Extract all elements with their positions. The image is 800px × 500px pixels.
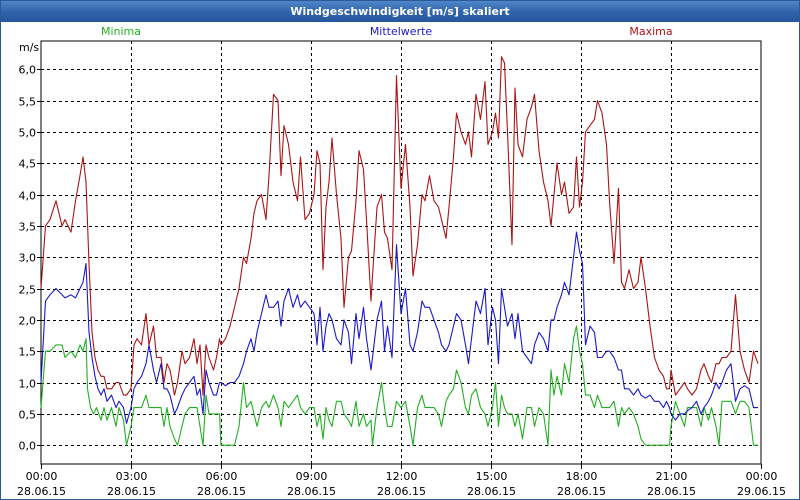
y-tick-label: 4,5: [19, 158, 37, 171]
x-tick-time-label: 09:00: [296, 470, 328, 483]
y-tick-label: 0,5: [19, 409, 37, 422]
series-line-mittelwerte: [40, 231, 758, 424]
series-line-maxima: [40, 56, 759, 396]
x-tick-time-label: 00:00: [746, 470, 778, 483]
x-tick-date-label: 28.06.15: [647, 485, 696, 498]
y-axis-label: m/s: [19, 41, 39, 54]
y-tick-label: 1,5: [19, 346, 37, 359]
y-tick-label: 3,0: [19, 252, 37, 265]
x-tick-date-label: 28.06.15: [107, 485, 156, 498]
x-tick-date-label: 28.06.15: [197, 485, 246, 498]
y-tick-label: 6,0: [19, 64, 37, 77]
x-tick-time-label: 06:00: [206, 470, 238, 483]
y-tick-label: 5,0: [19, 127, 37, 140]
x-tick-date-label: 28.06.15: [17, 485, 66, 498]
x-tick-time-label: 03:00: [116, 470, 148, 483]
chart-canvas: 0,0 0,5 1,0 1,5 2,0 2,5 3,0 3,5 4,0 4,5 5,0 5,5 6,0 m…: [17, 25, 786, 498]
x-tick-date-label: 28.06.15: [287, 485, 336, 498]
legend-minima: Minima: [101, 25, 141, 38]
y-tick-label: 4,0: [19, 190, 37, 203]
x-tick-date-label: 28.06.15: [377, 485, 426, 498]
x-tick-time-label: 12:00: [386, 470, 418, 483]
x-tick-time-label: 18:00: [566, 470, 598, 483]
legend-maxima: Maxima: [629, 25, 672, 38]
x-tick-date-label: 29.06.15: [737, 485, 786, 498]
y-tick-label: 2,0: [19, 315, 37, 328]
x-tick-time-label: 21:00: [656, 470, 688, 483]
x-tick-date-label: 28.06.15: [467, 485, 516, 498]
y-tick-label: 1,0: [19, 378, 37, 391]
x-tick-date-label: 28.06.15: [557, 485, 606, 498]
window-title: Windgeschwindigkeit [m/s] skaliert: [1, 1, 799, 22]
series-line-minima: [40, 325, 758, 446]
x-tick-time-label: 00:00: [26, 470, 58, 483]
y-tick-label: 3,5: [19, 221, 37, 234]
y-tick-label: 5,5: [19, 96, 37, 109]
y-tick-label: 2,5: [19, 284, 37, 297]
y-tick-label: 0,0: [19, 440, 37, 453]
x-tick-time-label: 15:00: [476, 470, 508, 483]
legend-mittelwerte: Mittelwerte: [370, 25, 433, 38]
